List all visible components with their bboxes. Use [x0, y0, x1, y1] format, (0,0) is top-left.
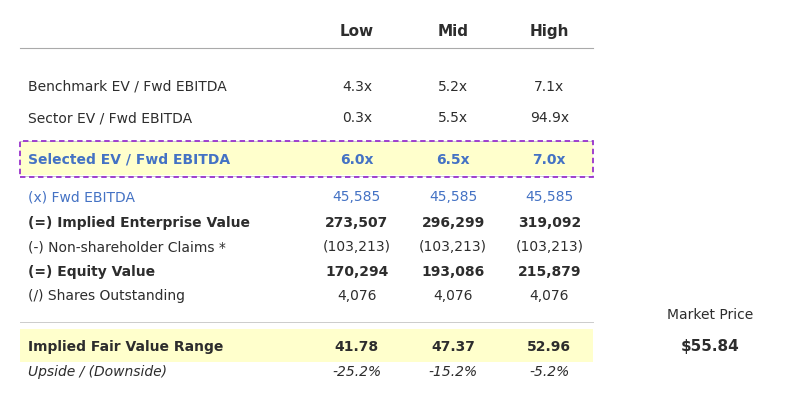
Text: 7.0x: 7.0x: [532, 152, 566, 166]
FancyBboxPatch shape: [20, 143, 594, 176]
Text: $55.84: $55.84: [680, 338, 739, 353]
Text: 4,076: 4,076: [433, 289, 473, 302]
Text: 41.78: 41.78: [335, 339, 379, 353]
Text: 4.3x: 4.3x: [342, 80, 372, 93]
Text: 7.1x: 7.1x: [534, 80, 565, 93]
Text: Market Price: Market Price: [667, 308, 752, 321]
Text: 45,585: 45,585: [525, 190, 573, 204]
Text: 273,507: 273,507: [326, 215, 389, 229]
Text: (103,213): (103,213): [323, 239, 391, 253]
Text: (103,213): (103,213): [419, 239, 487, 253]
Text: 94.9x: 94.9x: [530, 111, 569, 125]
Text: (=) Equity Value: (=) Equity Value: [28, 264, 156, 278]
Text: 215,879: 215,879: [518, 264, 581, 278]
Text: 5.5x: 5.5x: [438, 111, 468, 125]
Text: 52.96: 52.96: [527, 339, 571, 353]
Text: (=) Implied Enterprise Value: (=) Implied Enterprise Value: [28, 215, 250, 229]
Text: 296,299: 296,299: [421, 215, 484, 229]
Text: 193,086: 193,086: [421, 264, 484, 278]
Text: 6.5x: 6.5x: [437, 152, 470, 166]
Text: Sector EV / Fwd EBITDA: Sector EV / Fwd EBITDA: [28, 111, 192, 125]
Text: (x) Fwd EBITDA: (x) Fwd EBITDA: [28, 190, 135, 204]
Text: (/) Shares Outstanding: (/) Shares Outstanding: [28, 289, 185, 302]
Text: 0.3x: 0.3x: [342, 111, 372, 125]
Text: -5.2%: -5.2%: [529, 365, 569, 378]
Text: 170,294: 170,294: [325, 264, 389, 278]
Text: Implied Fair Value Range: Implied Fair Value Range: [28, 339, 224, 353]
Text: 6.0x: 6.0x: [340, 152, 373, 166]
Text: 319,092: 319,092: [518, 215, 581, 229]
Text: 4,076: 4,076: [337, 289, 377, 302]
Text: Upside / (Downside): Upside / (Downside): [28, 365, 167, 378]
Text: -25.2%: -25.2%: [332, 365, 382, 378]
FancyBboxPatch shape: [20, 329, 594, 362]
Text: 45,585: 45,585: [429, 190, 477, 204]
Text: Selected EV / Fwd EBITDA: Selected EV / Fwd EBITDA: [28, 152, 230, 166]
Text: (103,213): (103,213): [515, 239, 583, 253]
Text: Mid: Mid: [437, 24, 469, 39]
Text: 45,585: 45,585: [333, 190, 381, 204]
Text: 4,076: 4,076: [530, 289, 569, 302]
Text: Low: Low: [340, 24, 374, 39]
Text: (-) Non-shareholder Claims *: (-) Non-shareholder Claims *: [28, 239, 226, 253]
Text: 5.2x: 5.2x: [438, 80, 468, 93]
Text: 47.37: 47.37: [431, 339, 475, 353]
Text: -15.2%: -15.2%: [428, 365, 478, 378]
Text: Benchmark EV / Fwd EBITDA: Benchmark EV / Fwd EBITDA: [28, 80, 227, 93]
Text: High: High: [530, 24, 569, 39]
